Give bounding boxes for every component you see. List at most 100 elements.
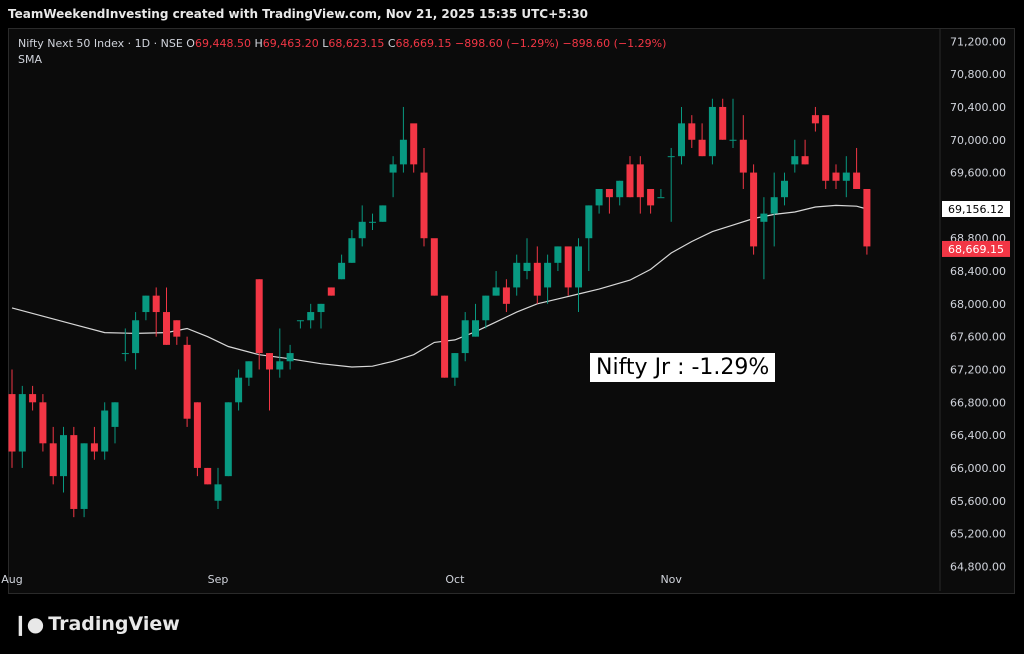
candle-down <box>863 188 871 255</box>
candle-body <box>307 312 315 321</box>
low-label: L <box>322 37 329 50</box>
sma-line <box>11 204 868 368</box>
candle-body <box>410 123 418 165</box>
candle-down <box>719 98 727 140</box>
candle-body <box>533 262 541 296</box>
y-tick-label: 70,800.00 <box>950 68 1006 81</box>
y-tick-label: 69,600.00 <box>950 167 1006 180</box>
candle-body <box>358 221 366 239</box>
candle-up <box>235 369 243 411</box>
candle-body <box>626 164 634 198</box>
price-labels: 69,156.12 68,669.15 <box>942 200 1010 257</box>
annotation-label: Nifty Jr : -1.29% <box>590 353 776 382</box>
candle-body <box>163 312 170 345</box>
candle-body <box>235 377 243 403</box>
candle-down <box>564 246 572 296</box>
sma-layer <box>11 204 868 368</box>
candle-up <box>389 156 397 198</box>
candle-body <box>811 115 819 124</box>
tradingview-footer[interactable]: ❙● TradingView <box>12 612 180 636</box>
candle-body <box>430 238 438 296</box>
symbol-name[interactable]: Nifty Next 50 Index · 1D · NSE <box>18 37 183 50</box>
candle-down <box>811 106 819 132</box>
candle-down <box>441 295 449 378</box>
open-value: 69,448.50 <box>194 37 251 50</box>
candle-body <box>173 320 181 337</box>
candle-body <box>441 295 449 378</box>
y-tick-label: 67,600.00 <box>950 331 1006 344</box>
candle-up <box>121 328 129 362</box>
chart-attribution: TeamWeekendInvesting created with Tradin… <box>8 7 589 21</box>
y-axis: 64,800.00 65,200.00 65,600.00 66,000.00 66,4… <box>939 29 1006 591</box>
candle-body <box>296 320 304 322</box>
candle-up <box>348 230 356 263</box>
y-tick-label: 68,400.00 <box>950 265 1006 278</box>
candle-up <box>214 467 222 509</box>
candle-up <box>80 443 88 518</box>
candle-up <box>461 312 469 362</box>
candle-down <box>70 426 78 518</box>
x-tick-label: Sep <box>208 573 229 586</box>
candle-body <box>152 295 160 313</box>
candle-up <box>760 197 768 280</box>
candle-down <box>698 123 706 157</box>
chart-panel[interactable] <box>8 28 1015 594</box>
candle-body <box>523 262 531 272</box>
candle-body <box>605 188 613 198</box>
brand-name: TradingView <box>48 613 180 635</box>
candle-body <box>348 238 356 263</box>
candle-up <box>358 205 366 247</box>
candle-up <box>842 156 850 198</box>
candle-up <box>585 205 593 272</box>
x-axis: Aug Sep Oct Nov <box>1 573 682 586</box>
open-label: O <box>186 37 195 50</box>
candle-down <box>39 394 47 452</box>
candle-down <box>533 246 541 304</box>
candle-down <box>853 147 861 189</box>
candle-body <box>276 361 284 370</box>
candle-down <box>204 467 212 485</box>
candle-body <box>90 443 98 452</box>
candle-up <box>616 180 624 206</box>
candle-body <box>544 262 552 288</box>
candle-body <box>132 320 140 354</box>
candle-body <box>389 164 397 173</box>
candle-body <box>750 172 758 247</box>
candle-body <box>286 353 294 362</box>
candle-body <box>183 344 191 419</box>
candle-up <box>18 385 26 468</box>
candle-up <box>708 98 716 165</box>
candle-body <box>142 295 150 313</box>
high-label: H <box>254 37 263 50</box>
candle-body <box>832 172 840 181</box>
close-label: C <box>387 37 396 50</box>
candle-body <box>379 205 387 222</box>
candle-body <box>698 139 706 157</box>
candle-body <box>708 106 716 157</box>
candle-body <box>18 394 26 452</box>
candle-up <box>296 320 304 329</box>
y-tick-label: 66,000.00 <box>950 462 1006 475</box>
high-value: 69,463.20 <box>262 37 319 50</box>
candle-down <box>152 287 160 337</box>
candle-body <box>224 402 232 477</box>
candle-up <box>399 106 407 173</box>
candle-body <box>472 320 479 337</box>
candle-up <box>482 295 490 329</box>
candle-down <box>502 279 510 313</box>
candle-body <box>657 197 665 199</box>
candle-body <box>781 180 788 198</box>
candle-body <box>399 139 407 165</box>
indicator-legend[interactable]: SMA <box>18 53 42 66</box>
candle-body <box>842 172 850 181</box>
candle-up <box>781 172 788 206</box>
candle-body <box>111 402 119 427</box>
candle-body <box>327 287 335 296</box>
sma-price-label: 69,156.12 <box>948 203 1004 216</box>
candle-up <box>451 353 459 386</box>
candle-body <box>575 246 582 288</box>
candle-body <box>49 443 57 477</box>
candle-down <box>8 369 16 468</box>
low-value: 68,623.15 <box>328 37 385 50</box>
